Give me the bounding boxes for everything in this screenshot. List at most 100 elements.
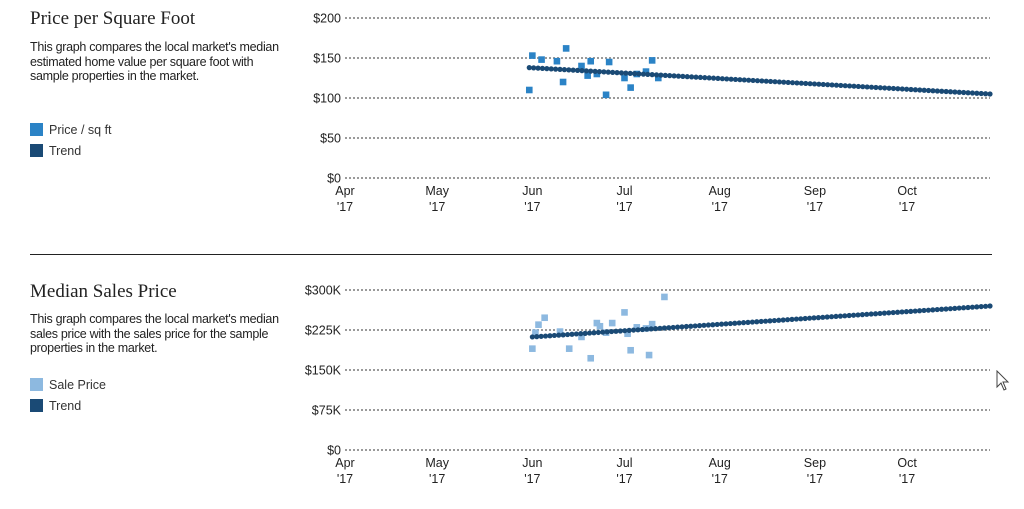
data-point bbox=[648, 320, 656, 328]
x-tick-label: Jun bbox=[522, 184, 542, 198]
trend-point bbox=[658, 72, 664, 78]
trend-point bbox=[947, 306, 953, 312]
trend-point bbox=[680, 73, 686, 79]
trend-point bbox=[859, 312, 865, 318]
trend-point bbox=[780, 317, 786, 323]
trend-point bbox=[917, 87, 923, 93]
x-tick-label: Jun bbox=[522, 456, 542, 470]
x-tick-label: May bbox=[425, 456, 449, 470]
data-point bbox=[578, 62, 585, 70]
chart-description: This graph compares the local market's m… bbox=[30, 40, 279, 83]
x-tick-label: Sep bbox=[804, 184, 826, 198]
trend-point bbox=[825, 82, 831, 88]
trend-point bbox=[921, 307, 927, 314]
median-sales-price-chart: $0 $75K $150K $225K $300K Apr '17 May '17 Jun '17 J… bbox=[305, 284, 993, 486]
y-tick-label: $300K bbox=[305, 284, 342, 298]
data-point bbox=[602, 91, 610, 99]
legend-item-trend: Trend bbox=[30, 395, 106, 416]
trend-point bbox=[566, 67, 572, 73]
trend-point bbox=[588, 68, 594, 74]
trend-point bbox=[626, 327, 632, 333]
trend-point bbox=[881, 310, 887, 316]
trend-point bbox=[564, 331, 571, 338]
x-tick-year-label: '17 bbox=[712, 200, 728, 214]
trend-point bbox=[538, 333, 544, 339]
trend-point bbox=[820, 314, 826, 320]
trend-point bbox=[600, 329, 606, 335]
section-divider bbox=[30, 254, 992, 255]
trend-point bbox=[745, 319, 751, 325]
data-point bbox=[532, 329, 539, 336]
data-point bbox=[553, 57, 561, 65]
trend-point bbox=[569, 331, 575, 337]
trend-point bbox=[723, 321, 729, 327]
trend-point bbox=[697, 74, 704, 81]
trend-point bbox=[608, 328, 615, 335]
trend-point bbox=[724, 76, 730, 82]
data-point bbox=[596, 322, 604, 330]
x-tick-label: May bbox=[425, 184, 449, 198]
trend-point bbox=[872, 311, 879, 317]
y-tick-label: $0 bbox=[327, 444, 341, 458]
trend-point bbox=[617, 328, 623, 334]
x-tick-label: Oct bbox=[897, 456, 917, 470]
trend-point bbox=[916, 308, 923, 314]
trend-point bbox=[702, 75, 708, 81]
y-tick-label: $75K bbox=[312, 404, 342, 418]
trend-point bbox=[636, 71, 642, 77]
trend-point bbox=[846, 312, 852, 319]
trend-point bbox=[750, 77, 756, 84]
trend-point bbox=[908, 308, 914, 314]
trend-point bbox=[539, 65, 546, 71]
legend-item-sale-price: Sale Price bbox=[30, 374, 106, 395]
trend-point bbox=[965, 304, 971, 311]
trend-point bbox=[583, 68, 589, 74]
legend-swatch bbox=[30, 144, 43, 157]
x-tick-label: Apr bbox=[335, 184, 354, 198]
data-point bbox=[661, 293, 668, 301]
trend-point bbox=[833, 313, 839, 320]
trend-point bbox=[784, 317, 791, 323]
data-point bbox=[587, 354, 595, 362]
trend-point bbox=[675, 73, 682, 79]
trend-point bbox=[969, 90, 976, 96]
data-point bbox=[538, 56, 545, 63]
trend-point bbox=[925, 307, 931, 313]
trend-point bbox=[570, 67, 576, 73]
data-point bbox=[584, 72, 591, 79]
trend-point bbox=[754, 319, 760, 325]
trend-point bbox=[561, 67, 567, 73]
trend-point bbox=[648, 326, 654, 332]
price-per-sqft-section: Price per Square Foot This graph compare… bbox=[0, 0, 1024, 250]
x-tick-label: Jul bbox=[617, 184, 633, 198]
trend-point bbox=[737, 77, 743, 83]
trend-point bbox=[868, 311, 874, 317]
x-tick-year-label: '17 bbox=[899, 472, 915, 486]
trend-point bbox=[894, 309, 901, 315]
x-tick-year-label: '17 bbox=[712, 472, 728, 486]
trend-point bbox=[613, 328, 619, 334]
trend-point bbox=[618, 70, 625, 76]
trend-point bbox=[938, 306, 945, 312]
trend-point bbox=[727, 320, 733, 327]
data-point bbox=[578, 333, 585, 341]
y-tick-label: $150 bbox=[313, 52, 341, 66]
trend-point bbox=[688, 323, 694, 329]
trend-point bbox=[895, 86, 901, 92]
trend-point bbox=[623, 70, 629, 76]
trend-point bbox=[833, 82, 840, 88]
trend-point bbox=[674, 324, 681, 330]
trend-point bbox=[683, 323, 689, 330]
trend-point bbox=[542, 333, 549, 339]
trend-point bbox=[754, 78, 761, 84]
trend-point bbox=[670, 324, 676, 331]
trend-point bbox=[785, 79, 791, 86]
trend-point bbox=[855, 312, 861, 318]
trend-point bbox=[644, 326, 650, 332]
trend-point bbox=[605, 69, 611, 75]
trend-point bbox=[864, 84, 870, 90]
trend-point bbox=[596, 69, 603, 75]
trend-point bbox=[824, 314, 830, 320]
trend-point bbox=[987, 91, 993, 97]
trend-point bbox=[652, 326, 659, 332]
